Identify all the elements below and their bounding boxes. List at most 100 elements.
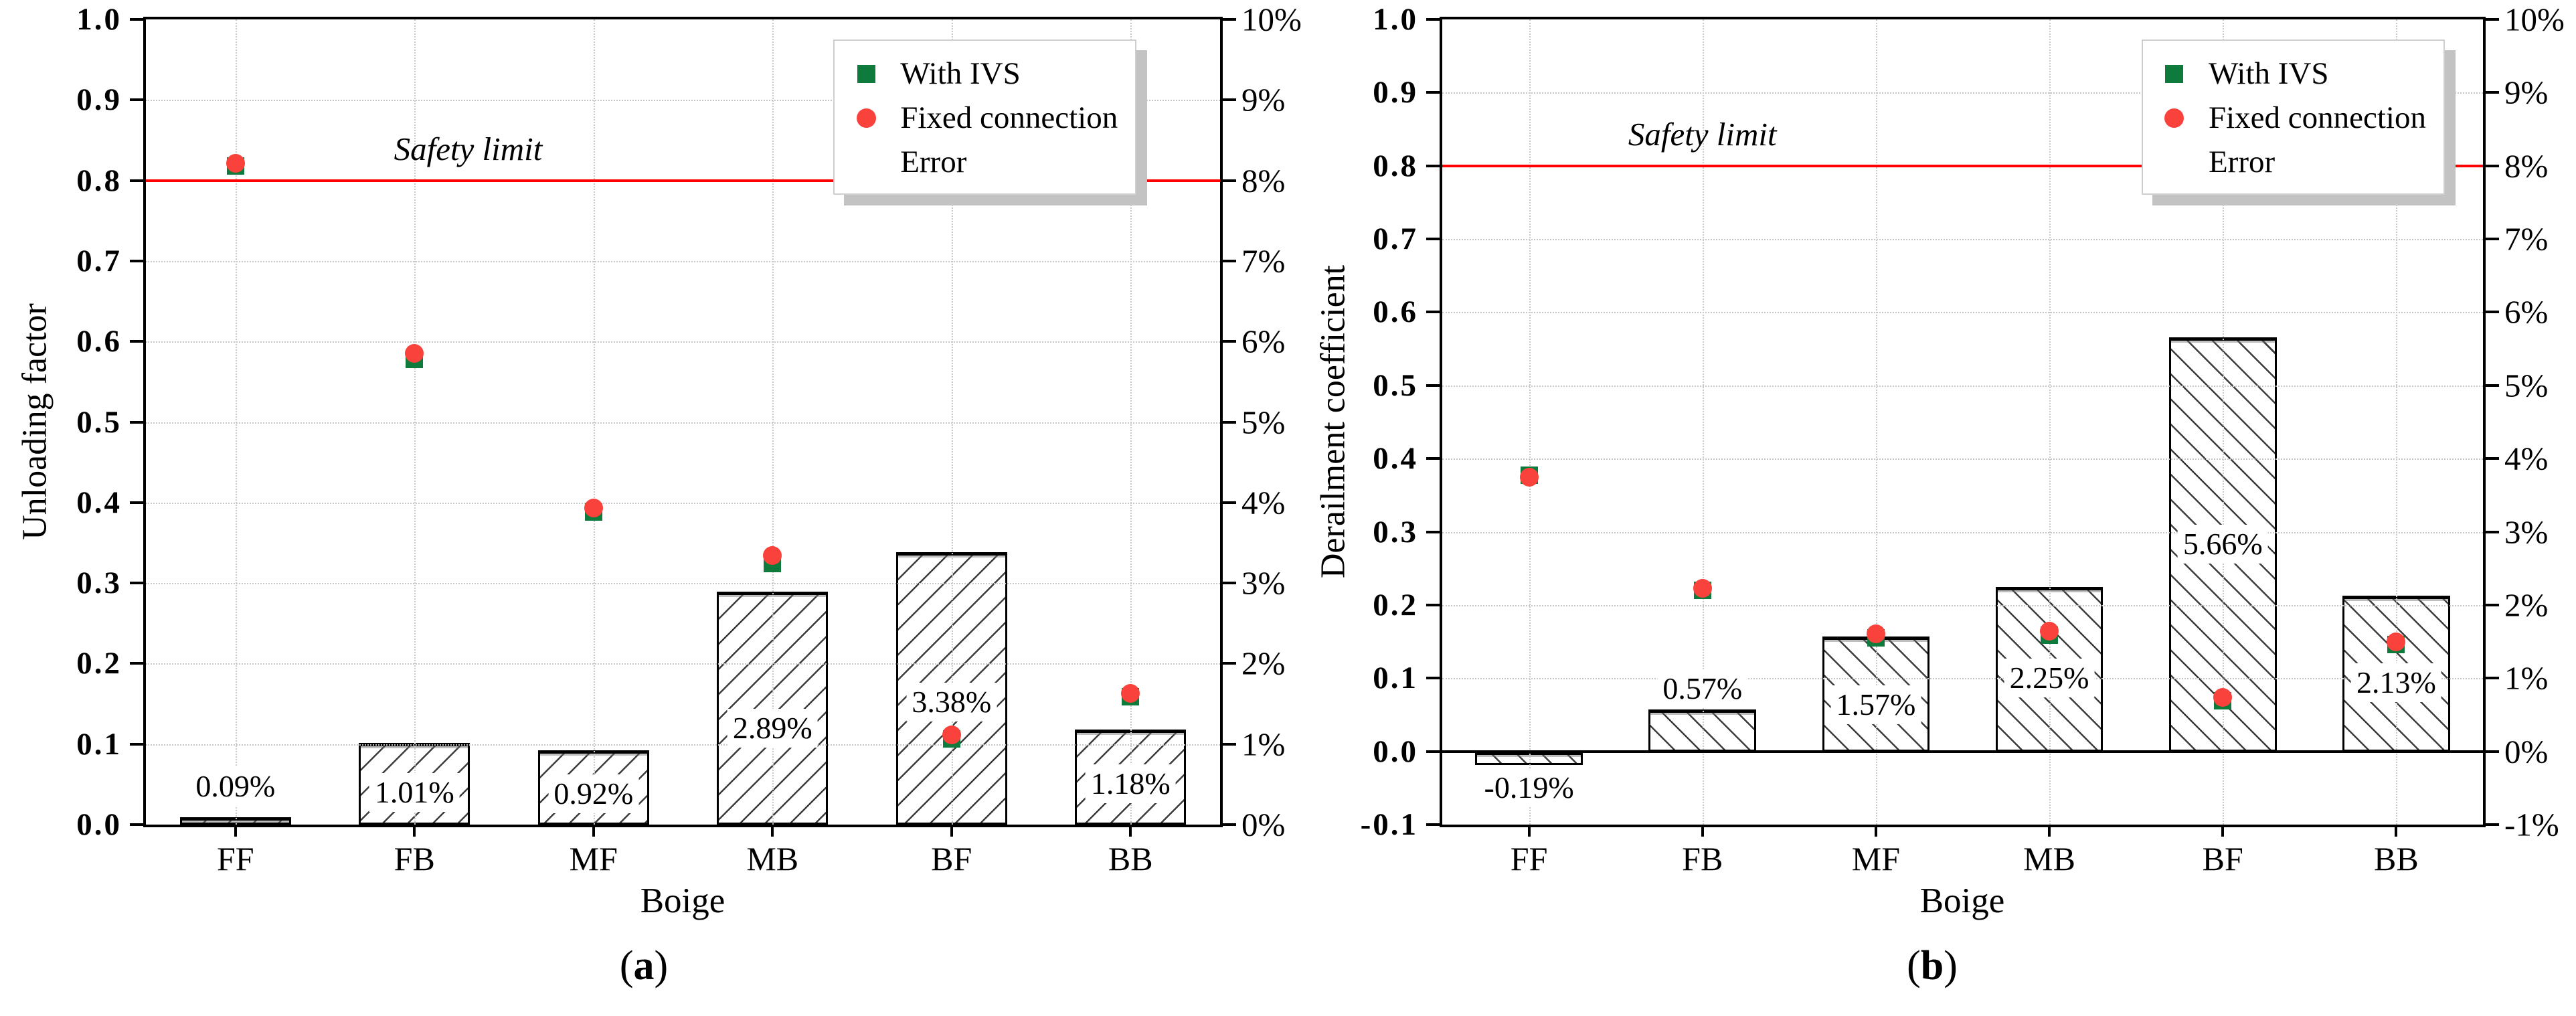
left-axis-tick-label: 0.3 xyxy=(76,566,122,601)
left-axis-tick xyxy=(1426,677,1440,680)
horizontal-gridline xyxy=(1442,312,2483,314)
horizontal-gridline xyxy=(146,583,1220,585)
right-axis-tick xyxy=(1223,179,1236,182)
right-axis-tick-label: 1% xyxy=(2504,659,2549,697)
bottom-axis-tick xyxy=(2048,827,2051,837)
vertical-gridline xyxy=(414,19,416,825)
fixed-connection-marker-BF xyxy=(2213,687,2233,707)
right-axis-tick xyxy=(1223,582,1236,585)
right-axis-tick-label: 3% xyxy=(2504,513,2549,551)
left-axis-tick xyxy=(1426,384,1440,387)
left-axis-tick xyxy=(1426,164,1440,167)
left-axis-tick-label: 0.2 xyxy=(1373,587,1418,622)
vertical-gridline xyxy=(1529,19,1531,825)
right-axis-tick xyxy=(1223,98,1236,102)
bottom-axis-tick xyxy=(950,827,953,837)
left-axis-tick-label: 0.8 xyxy=(1373,148,1418,183)
panel-a-caption: (a) xyxy=(620,942,668,990)
vertical-gridline xyxy=(235,19,237,825)
legend-item-label: With IVS xyxy=(900,56,1021,91)
vertical-gridline xyxy=(2396,19,2398,825)
left-axis-tick-label: 0.8 xyxy=(76,163,122,198)
category-label-MF: MF xyxy=(569,840,618,877)
y-axis-title-unloading-factor: Unloading factor xyxy=(15,303,54,540)
left-axis-tick-label: 1.0 xyxy=(76,2,122,37)
right-axis-tick-label: 3% xyxy=(1241,564,1286,602)
caption-char: ) xyxy=(1944,943,1958,989)
left-axis-tick-label: 0.1 xyxy=(1373,661,1418,696)
right-axis-tick-label: 2% xyxy=(1241,645,1286,682)
horizontal-gridline xyxy=(146,502,1220,504)
fixed-connection-swatch-icon xyxy=(855,96,877,140)
bottom-axis-tick xyxy=(1874,827,1877,837)
right-axis-tick-label: -1% xyxy=(2504,806,2559,843)
legend-item-label: Fixed connection xyxy=(2208,100,2426,135)
left-axis-tick xyxy=(130,582,143,585)
horizontal-gridline xyxy=(146,260,1220,262)
left-axis-tick xyxy=(130,259,143,262)
right-axis-tick xyxy=(2486,238,2499,241)
legend-item-with-ivs: With IVS xyxy=(855,52,1118,96)
bottom-axis-tick xyxy=(592,827,595,837)
y-axis-title-derailment-coefficient: Derailment coefficient xyxy=(1314,264,1353,579)
right-axis-tick xyxy=(2486,164,2499,167)
bottom-axis-tick xyxy=(1701,827,1704,837)
left-axis-tick-label: 0.9 xyxy=(76,82,122,118)
right-axis-tick xyxy=(2486,18,2499,21)
left-axis-tick xyxy=(1426,18,1440,21)
right-axis-tick xyxy=(1223,420,1236,424)
right-axis-tick xyxy=(2486,750,2499,753)
category-label-FF: FF xyxy=(216,840,254,877)
legend-item-error: Error xyxy=(2163,140,2426,184)
fixed-connection-marker-FB xyxy=(1693,578,1712,598)
legend-item-error: Error xyxy=(855,140,1118,184)
right-axis-tick-label: 4% xyxy=(2504,440,2549,477)
fixed-connection-marker-FF xyxy=(1519,467,1539,487)
left-axis-tick xyxy=(130,501,143,504)
category-label-BB: BB xyxy=(1108,840,1153,877)
left-axis-tick-label: 0.4 xyxy=(76,485,122,520)
bottom-axis-tick xyxy=(1129,827,1132,837)
right-axis-tick-label: 5% xyxy=(2504,367,2549,404)
fixed-connection-marker-MB xyxy=(763,546,782,566)
left-axis-tick-label: 0.0 xyxy=(1373,734,1418,769)
error-bar-value-label: 1.01% xyxy=(369,772,460,812)
fixed-connection-marker-FB xyxy=(405,344,424,363)
left-axis-tick xyxy=(1426,823,1440,826)
caption-char: a xyxy=(633,943,655,989)
right-axis-tick-label: 7% xyxy=(1241,242,1286,280)
right-axis-tick-label: 0% xyxy=(2504,733,2549,770)
category-label-FB: FB xyxy=(1682,840,1723,877)
horizontal-gridline xyxy=(1442,531,2483,533)
error-bar-value-label: 2.25% xyxy=(2004,659,2095,698)
error-bar-value-label: 0.09% xyxy=(190,767,281,807)
error-bar-value-label: 2.13% xyxy=(2350,663,2441,702)
left-axis-tick xyxy=(1426,530,1440,533)
caption-char: b xyxy=(1920,943,1944,989)
horizontal-gridline xyxy=(1442,604,2483,606)
category-label-FF: FF xyxy=(1510,840,1548,877)
right-axis-tick xyxy=(2486,530,2499,533)
square-marker-icon xyxy=(857,64,875,83)
category-label-BF: BF xyxy=(2202,840,2243,877)
bottom-axis-tick xyxy=(2221,827,2225,837)
right-axis-tick-label: 5% xyxy=(1241,404,1286,440)
right-axis-tick-label: 4% xyxy=(1241,484,1286,521)
safety-limit-label: Safety limit xyxy=(394,130,543,167)
fixed-connection-marker-BB xyxy=(2387,632,2406,651)
right-axis-tick xyxy=(1223,662,1236,665)
legend-item-with-ivs: With IVS xyxy=(2163,52,2426,96)
left-axis-tick xyxy=(130,823,143,826)
horizontal-gridline xyxy=(146,100,1220,102)
right-axis-tick-label: 9% xyxy=(1241,81,1286,118)
error-bar-value-label: 0.92% xyxy=(548,774,639,814)
error-bar-value-label: 5.66% xyxy=(2177,525,2268,564)
left-axis-tick-label: 0.3 xyxy=(1373,514,1418,549)
fixed-connection-marker-FF xyxy=(226,154,245,173)
error-swatch-blank xyxy=(855,140,877,184)
category-label-MB: MB xyxy=(2023,840,2075,877)
right-axis-tick xyxy=(2486,311,2499,314)
left-axis-tick-label: 0.7 xyxy=(76,243,122,278)
left-axis-tick xyxy=(130,179,143,182)
bottom-axis-tick xyxy=(1527,827,1531,837)
